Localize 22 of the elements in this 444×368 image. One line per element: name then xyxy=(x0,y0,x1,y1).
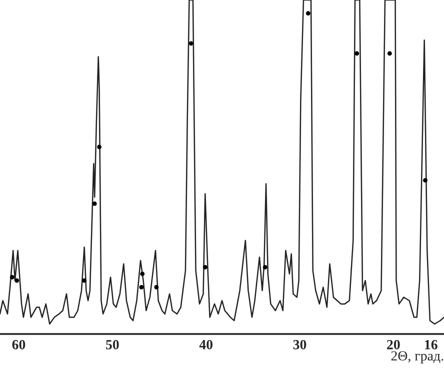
point xyxy=(188,41,194,46)
point xyxy=(387,51,392,56)
point xyxy=(14,278,20,283)
x-axis-title: 2Θ, град. xyxy=(391,351,444,364)
point xyxy=(139,285,144,290)
point xyxy=(202,265,208,270)
point xyxy=(154,285,159,290)
x-tick-label: 60 xyxy=(12,340,26,350)
point xyxy=(262,265,268,270)
x-tick-label: 16 xyxy=(425,340,438,350)
point xyxy=(140,272,145,276)
x-tick-label: 30 xyxy=(293,340,306,350)
point xyxy=(10,275,14,280)
x-tick-label: 20 xyxy=(387,340,400,350)
x-tick-label: 40 xyxy=(199,340,212,350)
point xyxy=(97,144,102,150)
x-tick-label: 50 xyxy=(106,340,119,350)
point xyxy=(92,202,97,206)
point xyxy=(306,11,310,16)
point xyxy=(82,278,86,283)
point xyxy=(423,178,428,183)
point xyxy=(354,51,360,56)
